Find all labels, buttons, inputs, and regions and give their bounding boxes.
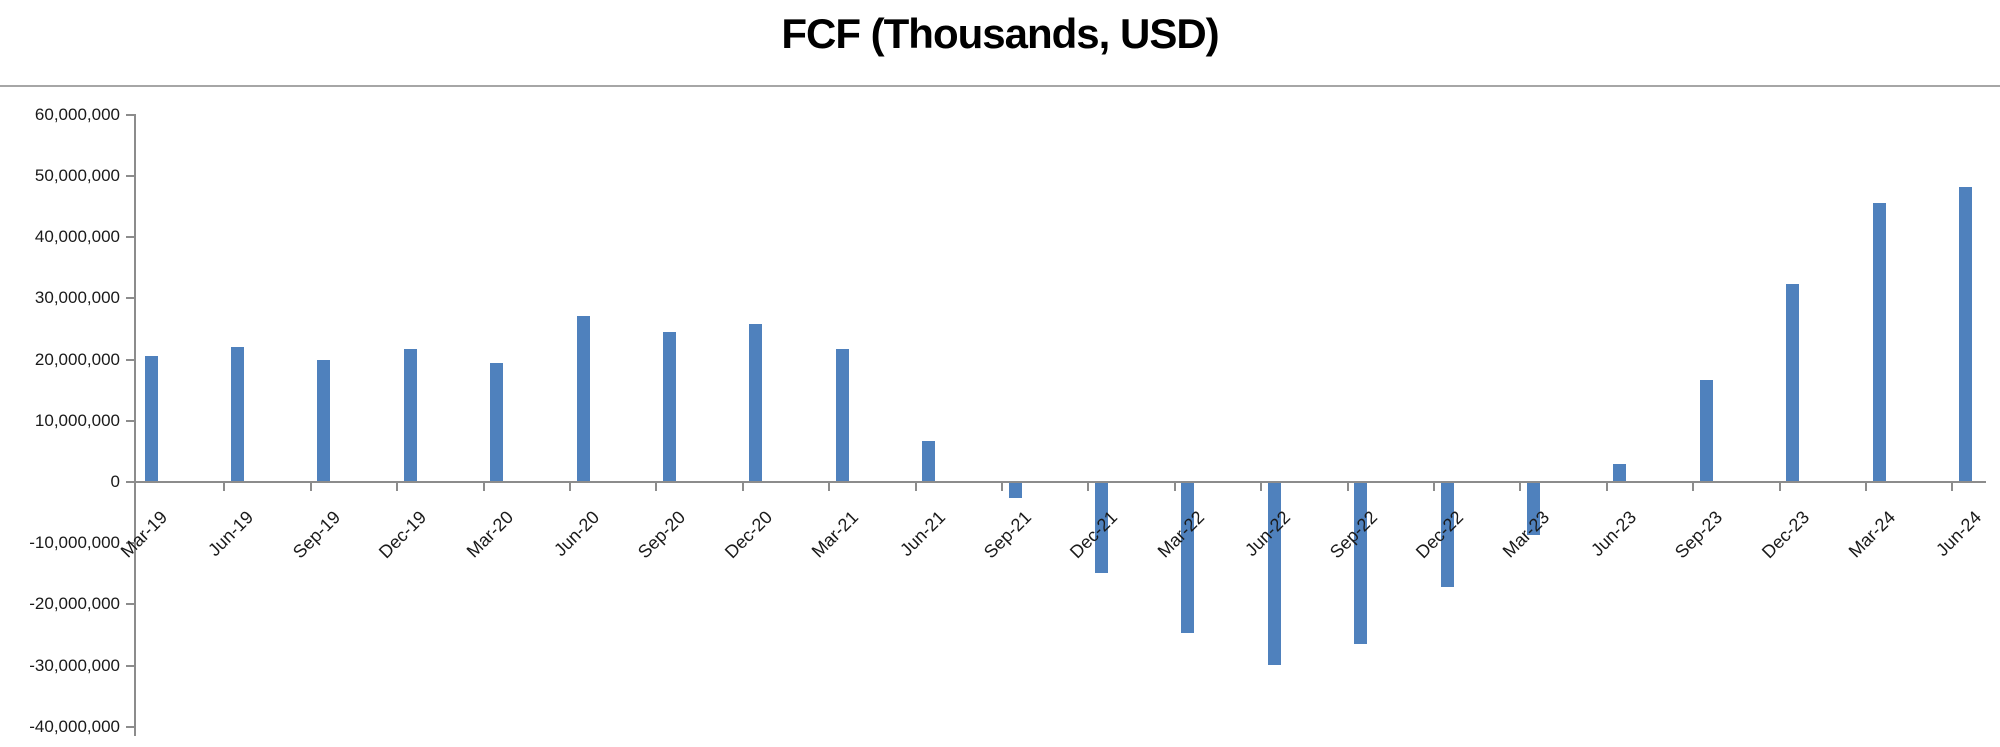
x-axis-tick <box>1260 483 1263 491</box>
x-tick-label-sep-21: Sep-21 <box>979 507 1036 563</box>
x-tick-label-jun-21: Jun-21 <box>895 507 949 561</box>
y-tick-label: 40,000,000 <box>34 227 120 247</box>
x-axis-tick <box>309 483 312 491</box>
y-tick-label: 50,000,000 <box>34 166 120 185</box>
x-tick-label-mar-20: Mar-20 <box>462 507 517 562</box>
x-tick-label-dec-23: Dec-23 <box>1757 507 1813 563</box>
y-axis-tick <box>126 481 134 483</box>
x-tick-label-mar-24: Mar-24 <box>1844 507 1900 562</box>
bar-sep-21[interactable] <box>1008 482 1022 498</box>
y-axis-tick <box>126 297 134 300</box>
bar-sep-19[interactable] <box>317 360 331 482</box>
y-axis-tick <box>126 419 134 422</box>
y-axis-tick <box>126 725 134 728</box>
x-axis-tick <box>1433 483 1435 491</box>
x-axis-tick <box>223 483 226 491</box>
y-tick-label: -30,000,000 <box>29 655 120 675</box>
x-tick-label-jun-23: Jun-23 <box>1586 507 1640 561</box>
x-axis-tick <box>1865 483 1867 491</box>
x-axis-baseline <box>134 481 1987 483</box>
x-axis-tick <box>1692 483 1695 491</box>
x-axis-tick <box>1001 483 1003 491</box>
x-axis-tick <box>1173 483 1176 491</box>
x-axis-tick <box>1346 483 1349 491</box>
bar-jun-21[interactable] <box>922 440 936 482</box>
bar-dec-20[interactable] <box>749 324 763 482</box>
x-axis-tick <box>569 483 571 491</box>
bar-mar-23[interactable] <box>1526 482 1540 536</box>
x-tick-label-sep-20: Sep-20 <box>634 507 690 563</box>
x-tick-label-sep-19: Sep-19 <box>288 507 344 563</box>
x-axis-tick <box>1951 483 1954 491</box>
bar-dec-22[interactable] <box>1440 482 1454 588</box>
y-axis-line <box>134 113 136 736</box>
x-axis-tick <box>655 483 658 491</box>
y-axis-tick <box>126 175 134 177</box>
x-tick-label-sep-23: Sep-23 <box>1671 507 1727 563</box>
x-tick-label-dec-19: Dec-19 <box>375 507 431 563</box>
chart-title: FCF (Thousands, USD) <box>781 10 1219 57</box>
x-axis-tick <box>828 483 831 491</box>
bar-jun-22[interactable] <box>1267 482 1281 665</box>
bar-mar-19[interactable] <box>144 355 158 482</box>
x-tick-label-dec-20: Dec-20 <box>720 507 776 563</box>
bar-sep-20[interactable] <box>662 332 676 482</box>
bar-jun-19[interactable] <box>230 347 244 482</box>
y-axis-tick <box>126 236 134 239</box>
y-tick-label: -10,000,000 <box>29 533 120 553</box>
x-axis-tick <box>1087 483 1090 491</box>
x-axis-tick <box>1519 483 1522 491</box>
y-tick-label: 0 <box>110 472 120 491</box>
y-axis-tick <box>126 542 134 545</box>
bar-dec-21[interactable] <box>1094 482 1108 574</box>
bar-dec-23[interactable] <box>1786 283 1800 482</box>
x-tick-label-jun-19: Jun-19 <box>204 507 258 561</box>
y-tick-label: -20,000,000 <box>29 594 120 614</box>
title-divider-line <box>0 85 2000 87</box>
y-tick-label: 30,000,000 <box>34 288 120 308</box>
bar-mar-24[interactable] <box>1872 202 1886 482</box>
x-axis-tick <box>396 483 399 491</box>
y-axis-tick <box>126 664 134 667</box>
x-axis-tick <box>914 483 917 491</box>
y-tick-label: 60,000,000 <box>34 104 120 124</box>
y-tick-label: -40,000,000 <box>29 716 120 736</box>
bar-mar-22[interactable] <box>1181 482 1195 634</box>
y-axis-tick <box>126 603 134 606</box>
bar-mar-20[interactable] <box>490 363 504 482</box>
bar-sep-23[interactable] <box>1699 379 1713 482</box>
bar-jun-23[interactable] <box>1613 464 1627 482</box>
bar-jun-20[interactable] <box>576 316 590 482</box>
y-tick-label: 20,000,000 <box>34 349 120 369</box>
bar-sep-22[interactable] <box>1354 482 1368 645</box>
bar-mar-21[interactable] <box>835 349 849 482</box>
x-axis-tick <box>1778 483 1781 491</box>
y-axis-tick <box>126 113 134 116</box>
x-tick-label-jun-24: Jun-24 <box>1932 507 1986 561</box>
x-axis-tick <box>482 483 485 491</box>
x-axis-tick <box>741 483 744 491</box>
x-tick-label-mar-23: Mar-23 <box>1499 507 1554 562</box>
x-axis-tick <box>1605 483 1608 491</box>
y-tick-label: 10,000,000 <box>34 410 120 430</box>
y-axis-tick <box>126 358 134 361</box>
bar-dec-19[interactable] <box>403 349 417 482</box>
x-tick-label-jun-20: Jun-20 <box>550 507 604 561</box>
bar-jun-24[interactable] <box>1958 187 1972 482</box>
x-tick-label-mar-21: Mar-21 <box>807 507 863 562</box>
